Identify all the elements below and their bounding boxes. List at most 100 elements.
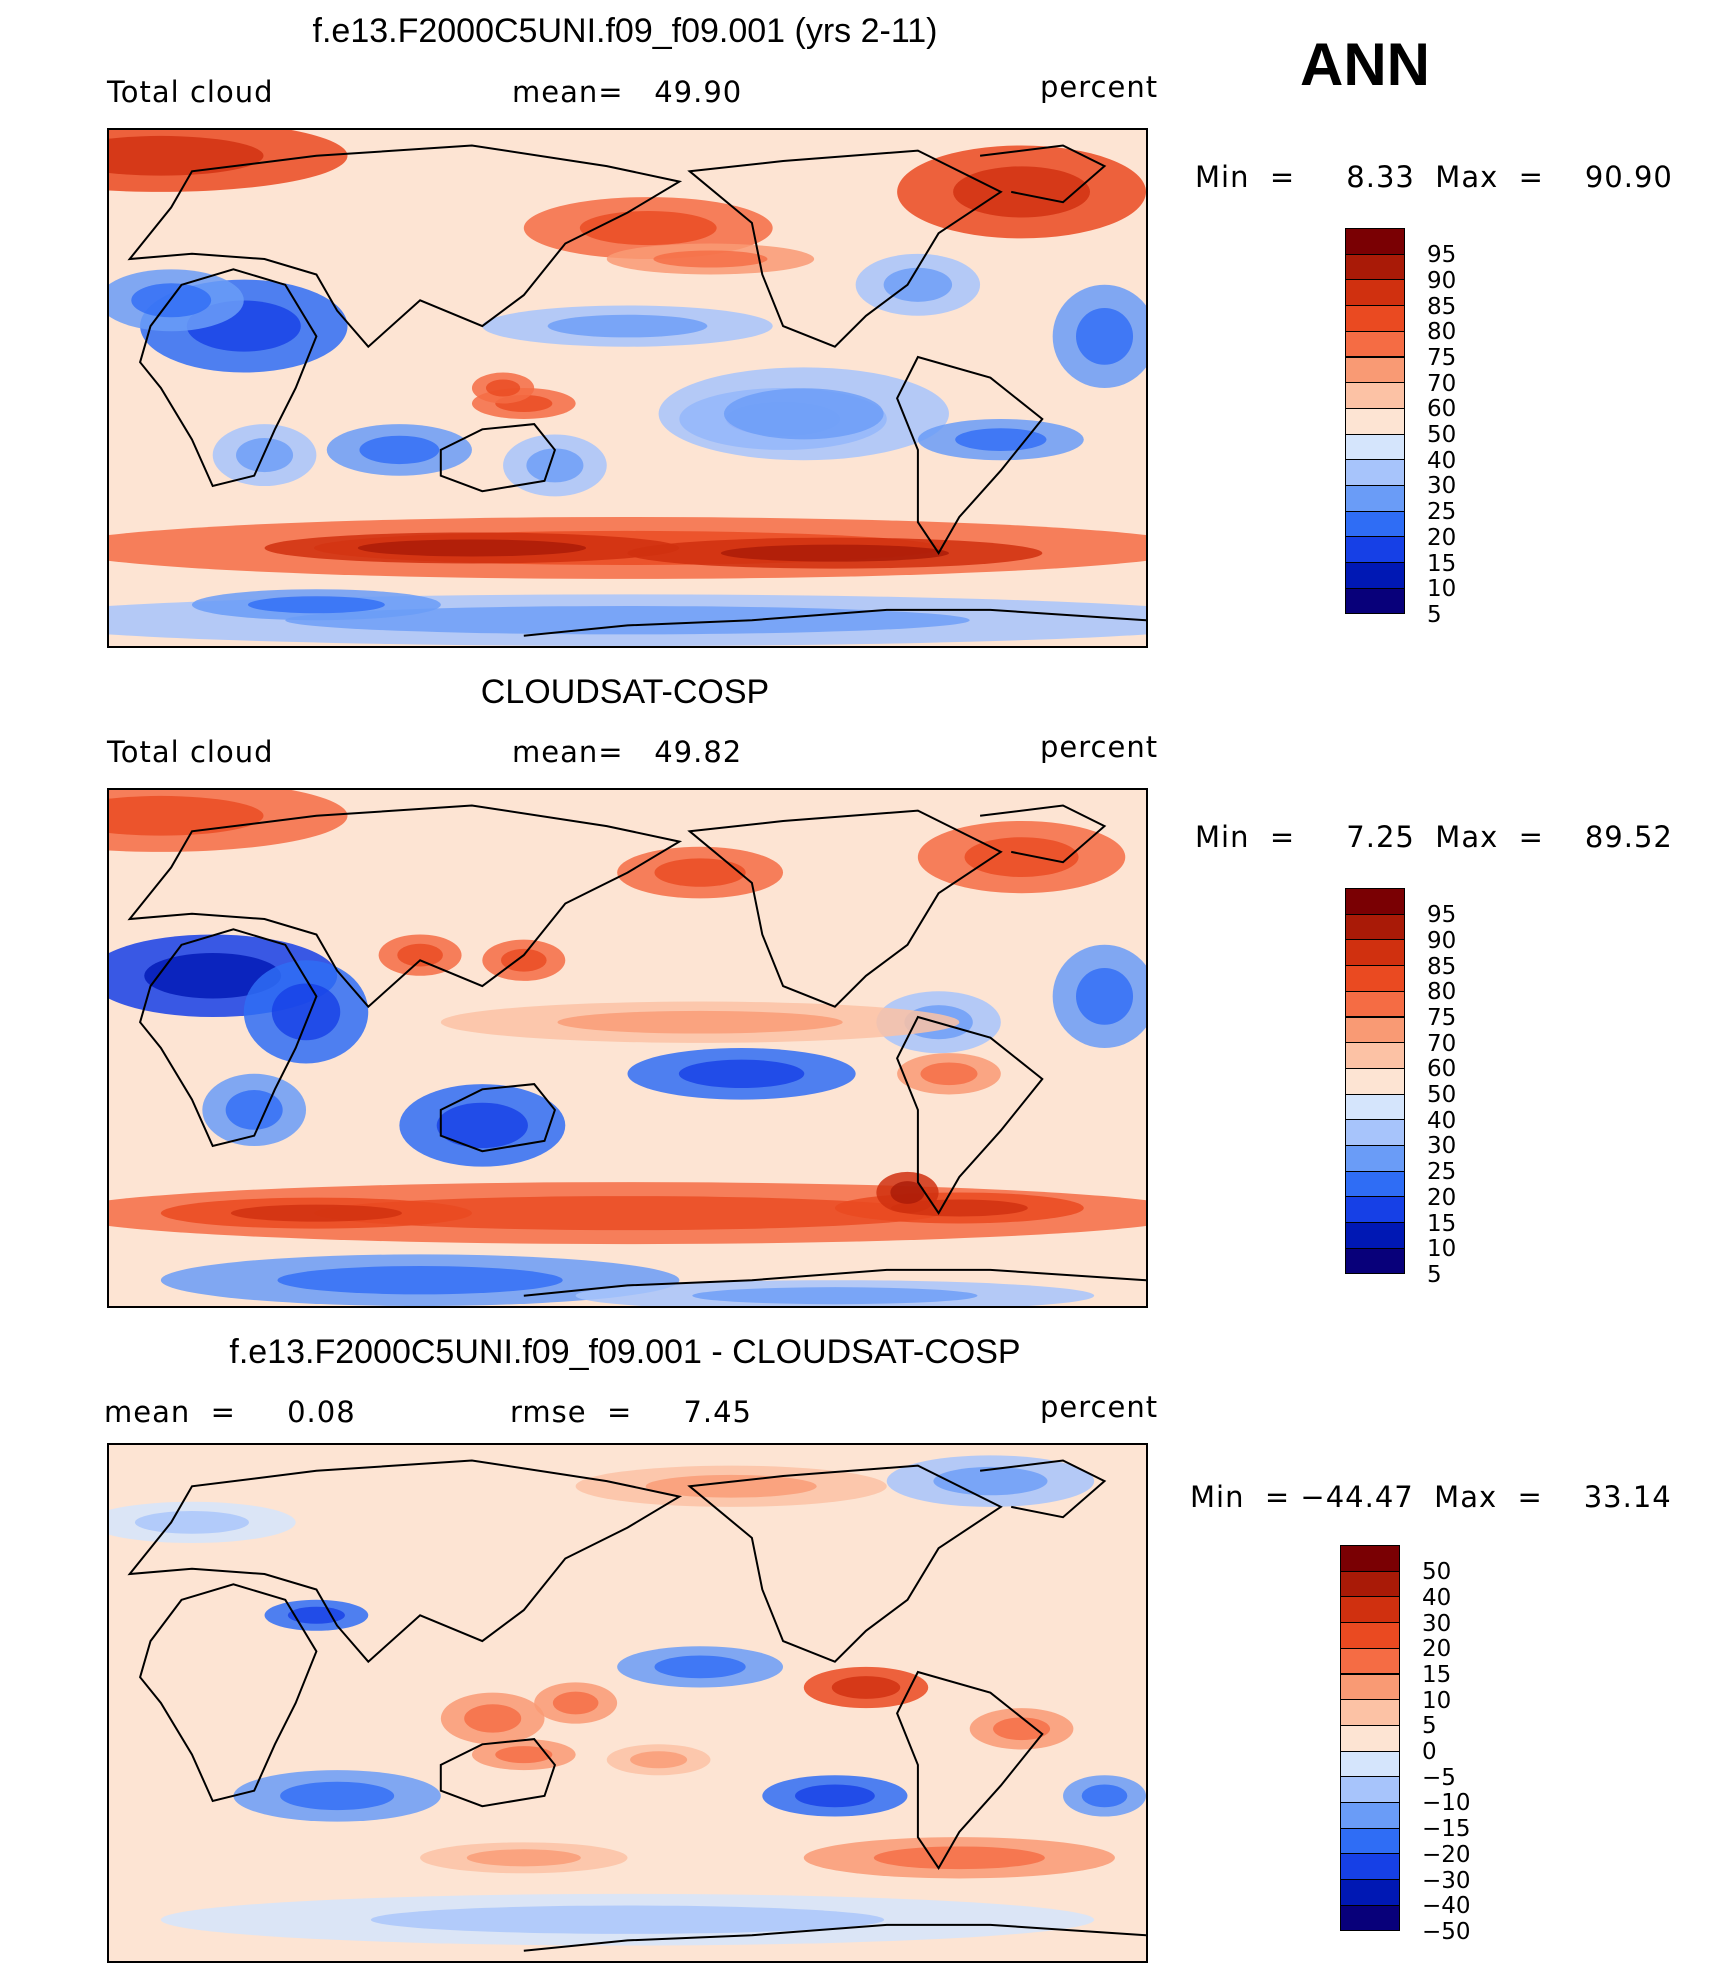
units-label: percent [1040,70,1159,104]
contour-region [397,943,443,967]
colorbar-tick-label: 60 [1427,1056,1457,1083]
mean-label: mean= 49.90 [512,75,743,109]
coastline [439,423,557,493]
colorbar-tick-label: 20 [1422,1636,1452,1663]
colorbar-swatch [1345,1067,1405,1095]
rmse-label: rmse = 7.45 [510,1395,753,1429]
colorbar-tick-label: 25 [1427,499,1457,526]
colorbar-swatch [1340,1853,1400,1881]
colorbar-swatch [1340,1545,1400,1572]
colorbar-tick-label: 10 [1427,576,1457,603]
colorbar-tick-label: 10 [1427,1236,1457,1263]
contour-region [654,1655,746,1679]
colorbar-tick-label: 80 [1427,319,1457,346]
map-plot [107,1443,1148,1963]
contour-region [464,1704,522,1733]
contour-region [436,1102,528,1149]
colorbar-swatch [1345,1222,1405,1249]
coastline [439,1738,557,1808]
colorbar-tick-label: −50 [1422,1918,1471,1945]
colorbar-tick-label: 85 [1427,953,1457,980]
colorbar-swatch [1345,382,1405,409]
contour-region [557,1010,843,1034]
colorbar-swatch [1345,939,1405,967]
coastline [127,144,683,349]
contour-region [500,948,547,972]
contour-region [890,1181,925,1204]
contour-region [552,1691,599,1715]
contour-region [230,1204,402,1222]
contour-region [370,1905,885,1934]
colorbar-tick-label: −15 [1422,1816,1471,1843]
contour-region [883,267,953,302]
colorbar-tick-label: 5 [1427,1261,1442,1288]
colorbar-swatch [1345,228,1405,255]
panel-title: CLOUDSAT-COSP [480,673,770,711]
colorbar-tick-label: −5 [1422,1764,1456,1791]
contour-region [654,858,746,887]
colorbar-tick-label: 5 [1422,1713,1437,1740]
field-label: Total cloud [107,75,274,109]
coastline [523,608,1146,637]
colorbar-swatch [1340,1904,1400,1932]
colorbar-tick-label: −30 [1422,1867,1471,1894]
contour-region [236,438,294,473]
mean-label: mean = 0.08 [104,1395,356,1429]
colorbar-swatch [1340,1724,1400,1752]
colorbar-swatch [1345,1016,1405,1044]
colorbar-tick-label: 30 [1427,473,1457,500]
colorbar-tick-label: 50 [1427,422,1457,449]
colorbar-tick-label: 60 [1427,396,1457,423]
colorbar-tick-label: 20 [1427,524,1457,551]
coastline [138,268,318,488]
units-label: percent [1040,730,1159,764]
contour-region [579,211,717,246]
min-max-label: Min = 7.25 Max = 89.52 [1195,820,1673,854]
colorbar-swatch [1340,1673,1400,1701]
contour-region [678,1059,805,1088]
contour-region [134,1511,249,1534]
colorbar-tick-label: 40 [1427,447,1457,474]
colorbar-swatch [1345,356,1405,384]
contour-region [247,596,385,614]
colorbar-swatch [1345,407,1405,435]
coastline [523,1923,1146,1952]
contour-region [723,388,884,440]
colorbar-swatch [1345,330,1405,358]
colorbar-tick-label: −10 [1422,1790,1471,1817]
contour-map [109,1445,1146,1961]
colorbar-tick-label: 30 [1422,1610,1452,1637]
min-max-label: Min = 8.33 Max = 90.90 [1195,160,1673,194]
coastline [687,1464,1003,1663]
coastline [896,1670,1044,1870]
season-label: ANN [1300,31,1430,98]
colorbar-swatch [1340,1699,1400,1726]
contour-region [720,544,949,562]
colorbar-tick-label: −20 [1422,1841,1471,1868]
panel-title: f.e13.F2000C5UNI.f09_f09.001 - CLOUDSAT-… [229,1333,1021,1371]
contour-region [144,953,282,999]
colorbar-swatch [1345,965,1405,992]
colorbar-tick-label: 70 [1427,1030,1457,1057]
colorbar-swatch [1340,1827,1400,1855]
contour-region [287,1606,345,1624]
colorbar-tick-label: 25 [1427,1159,1457,1186]
coastline [896,1015,1044,1215]
mean-label: mean= 49.82 [512,735,743,769]
colorbar-tick-label: 5 [1427,601,1442,628]
colorbar-swatch [1345,990,1405,1018]
colorbar-tick-label: 15 [1427,1210,1457,1237]
colorbar-swatch [1345,433,1405,461]
contour-region [955,428,1047,451]
coastline [687,809,1003,1008]
colorbar-tick-label: 10 [1422,1687,1452,1714]
colorbar-swatch [1340,1879,1400,1906]
contour-region [109,795,264,836]
colorbar-swatch [1345,279,1405,307]
colorbar-swatch [1340,1622,1400,1649]
contour-region [630,1751,688,1769]
contour-region [285,606,970,635]
colorbar-swatch [1345,913,1405,941]
colorbar-tick-label: 0 [1422,1739,1437,1766]
contour-region [692,1287,978,1305]
